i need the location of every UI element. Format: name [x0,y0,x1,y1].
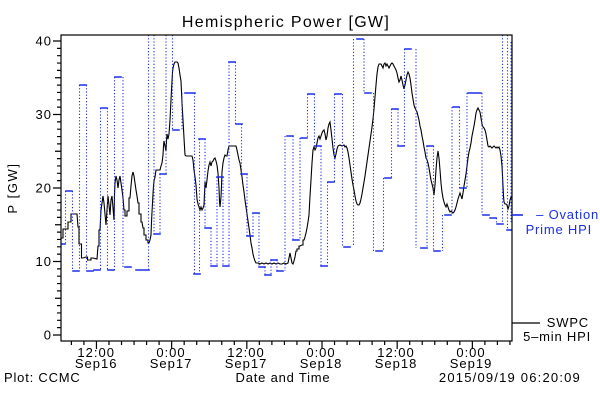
svg-text:Sep19: Sep19 [450,356,493,371]
svg-text:12:00: 12:00 [377,345,415,360]
svg-text:20: 20 [36,181,52,196]
svg-text:Date and Time: Date and Time [236,370,331,385]
svg-text:Sep18: Sep18 [375,356,418,371]
svg-text:30: 30 [36,107,52,122]
svg-text:SWPC: SWPC [547,315,589,330]
svg-text:Hemispheric Power [GW]: Hemispheric Power [GW] [182,14,390,31]
svg-text:P [GW]: P [GW] [5,162,20,213]
svg-text:10: 10 [36,254,52,269]
svg-text:Prime HPI: Prime HPI [526,222,592,237]
svg-text:12:00: 12:00 [227,345,265,360]
svg-text:Sep18: Sep18 [300,356,343,371]
svg-text:0:00: 0:00 [456,345,485,360]
svg-text:Sep17: Sep17 [225,356,268,371]
svg-text:Sep17: Sep17 [150,356,193,371]
svg-text:0:00: 0:00 [306,345,335,360]
svg-text:– Ovation: – Ovation [536,207,599,222]
svg-text:12:00: 12:00 [77,345,115,360]
svg-text:0: 0 [44,328,52,343]
svg-text:Sep16: Sep16 [75,356,118,371]
svg-text:Plot: CCMC: Plot: CCMC [4,370,81,385]
svg-text:40: 40 [36,34,52,49]
svg-text:0:00: 0:00 [156,345,185,360]
svg-text:2015/09/19 06:20:09: 2015/09/19 06:20:09 [439,370,581,385]
svg-text:5–min HPI: 5–min HPI [523,329,591,344]
